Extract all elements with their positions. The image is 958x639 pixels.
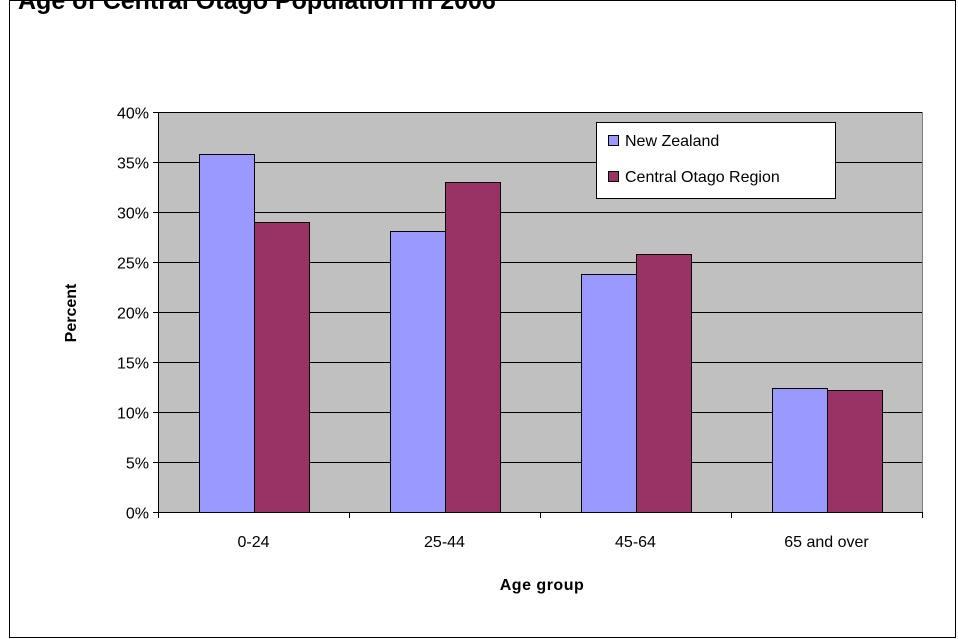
bar	[199, 154, 255, 513]
y-tick-label: 15%	[117, 356, 149, 373]
bar	[636, 254, 692, 513]
bar	[827, 390, 883, 513]
bar	[390, 231, 446, 513]
x-tick-label: 0-24	[237, 534, 269, 551]
legend-swatch	[608, 135, 619, 146]
legend-label: Central Otago Region	[625, 169, 780, 186]
y-tick-label: 25%	[117, 256, 149, 273]
y-tick-label: 30%	[117, 206, 149, 223]
y-tick-label: 5%	[126, 456, 149, 473]
y-axis-label: Percent	[63, 283, 80, 342]
axes: Percent Age group 0% 5% 10% 15% 20% 25% 30% 35%…	[63, 106, 923, 594]
x-tick-label: 45-64	[615, 534, 656, 551]
legend: New Zealand Central Otago Region	[596, 122, 836, 199]
legend-box	[596, 122, 836, 199]
bar	[581, 274, 637, 513]
chart-title: Age of Central Otago Population in 2006	[18, 0, 496, 15]
x-tick-label: 25-44	[424, 534, 465, 551]
legend-swatch	[608, 171, 619, 182]
x-axis-label: Age group	[500, 577, 585, 594]
y-tick-label: 0%	[126, 506, 149, 523]
bar	[254, 222, 310, 513]
x-tick-label: 65 and over	[784, 534, 869, 551]
y-tick-label: 20%	[117, 306, 149, 323]
bar	[772, 388, 828, 513]
y-tick-label: 40%	[117, 106, 149, 123]
y-tick-label: 10%	[117, 406, 149, 423]
legend-label: New Zealand	[625, 133, 719, 150]
bar	[445, 182, 501, 513]
y-tick-label: 35%	[117, 156, 149, 173]
